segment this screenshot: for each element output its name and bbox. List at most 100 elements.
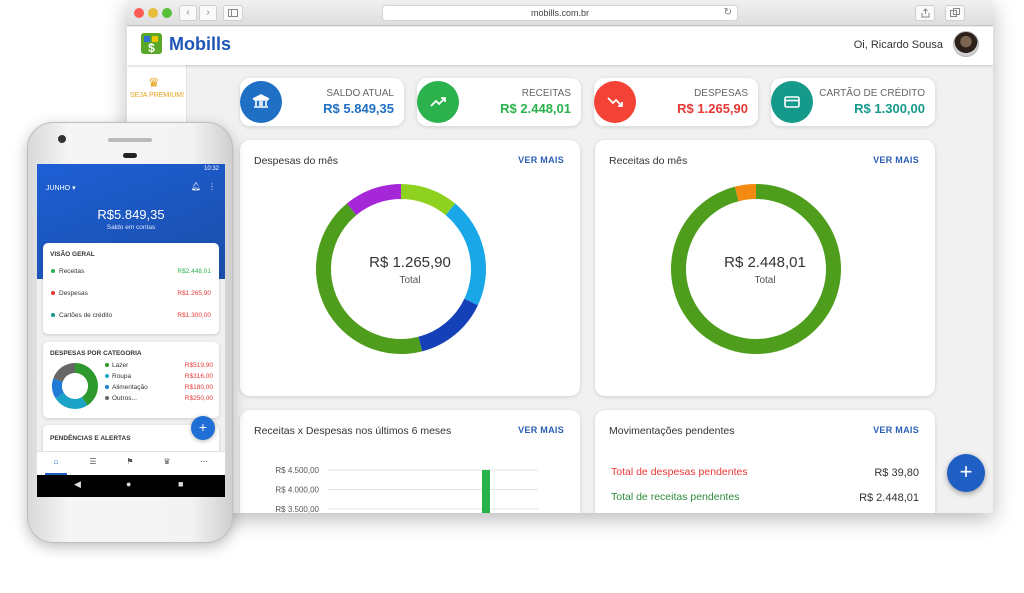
app-header: $ Mobills Oi, Ricardo Sousa xyxy=(127,27,993,65)
overview-row-receitas[interactable]: Receitas R$2.448,01 xyxy=(51,268,211,280)
donut-slice[interactable] xyxy=(346,184,401,216)
month-selector[interactable]: JUNHO ▾ xyxy=(46,185,76,192)
ver-mais-link[interactable]: VER MAIS xyxy=(873,425,919,435)
pending-expenses-label[interactable]: Total de despesas pendentes xyxy=(611,466,748,478)
tabs-icon xyxy=(950,8,960,17)
stat-card-saldo[interactable]: SALDO ATUAL R$ 5.849,35 xyxy=(240,78,404,126)
category-row[interactable]: Roupa R$316,00 xyxy=(105,373,213,383)
flag-icon[interactable]: ⚑ xyxy=(126,457,134,466)
category-row[interactable]: Outros... R$250,00 xyxy=(105,395,213,405)
reload-icon[interactable]: ↻ xyxy=(723,7,732,18)
categories-card: DESPESAS POR CATEGORIA Lazer R$519,90 Rou… xyxy=(43,342,219,418)
trending-down-icon xyxy=(594,81,636,123)
sidebar-toggle-button[interactable] xyxy=(223,5,243,21)
donut-slice[interactable] xyxy=(445,203,486,306)
phone-screen: 10:32 JUNHO ▾ 🔔︎ ⋮ R$5.849,35 Saldo em c… xyxy=(37,164,225,497)
phone-add-button[interactable]: + xyxy=(191,416,215,440)
more-vert-icon[interactable]: ⋮ xyxy=(208,182,216,191)
browser-titlebar: ‹ › mobills.com.br ↻ xyxy=(127,0,993,26)
receitas-donut-chart xyxy=(671,184,841,354)
back-icon: ‹ xyxy=(186,7,190,18)
donut-total-value: R$ 1.265,90 xyxy=(369,254,451,271)
stat-value: R$ 2.448,01 xyxy=(500,101,571,116)
donut-slice[interactable] xyxy=(316,203,423,354)
panel-title: Receitas x Despesas nos últimos 6 meses xyxy=(254,425,452,437)
premium-link[interactable]: SEJA PREMIUM! xyxy=(129,92,185,99)
add-transaction-button[interactable]: + xyxy=(947,454,985,492)
alerts-card: PENDÊNCIAS E ALERTAS xyxy=(43,425,219,455)
category-row[interactable]: Lazer R$519,90 xyxy=(105,362,213,372)
donut-slice[interactable] xyxy=(734,184,756,202)
maximize-window-button[interactable] xyxy=(162,8,172,18)
donut-slice[interactable] xyxy=(55,392,88,409)
crown-icon[interactable]: ♛ xyxy=(148,75,160,90)
minimize-window-button[interactable] xyxy=(148,8,158,18)
donut-total-label: Total xyxy=(399,275,421,286)
stat-card-cartao[interactable]: CARTÃO DE CRÉDITO R$ 1.300,00 xyxy=(771,78,935,126)
categories-title: DESPESAS POR CATEGORIA xyxy=(50,350,142,357)
overview-row-despesas[interactable]: Despesas R$1.265,90 xyxy=(51,290,211,302)
donut-total-label: Total xyxy=(754,275,776,286)
crown-icon[interactable]: ♛ xyxy=(163,457,171,466)
donut-slice[interactable] xyxy=(401,184,456,216)
despesas-panel: Despesas do mês VER MAIS R$ 1.265,90 Tot… xyxy=(240,140,580,396)
donut-slice[interactable] xyxy=(75,363,99,406)
tabs-button[interactable] xyxy=(945,5,965,21)
stat-value: R$ 1.265,90 xyxy=(677,101,748,116)
donut-slice[interactable] xyxy=(418,298,478,352)
avatar[interactable] xyxy=(953,31,979,57)
android-nav-bar: ◀ ● ■ xyxy=(37,475,225,497)
pending-income-label[interactable]: Total de receitas pendentes xyxy=(611,491,740,503)
back-button[interactable]: ‹ xyxy=(179,5,197,21)
back-triangle-icon[interactable]: ◀ xyxy=(74,479,81,489)
pending-income-value: R$ 2.448,01 xyxy=(859,492,919,504)
despesas-donut-chart xyxy=(316,184,486,354)
bar[interactable] xyxy=(482,470,490,513)
category-row[interactable]: Alimentação R$180,00 xyxy=(105,384,213,394)
chevron-down-icon: ▾ xyxy=(72,185,76,192)
stat-card-receitas[interactable]: RECEITAS R$ 2.448,01 xyxy=(417,78,581,126)
user-greeting[interactable]: Oi, Ricardo Sousa xyxy=(853,39,943,51)
receitas-panel: Receitas do mês VER MAIS R$ 2.448,01 Tot… xyxy=(595,140,935,396)
bell-icon[interactable]: 🔔︎ xyxy=(190,182,201,191)
y-tick-label: R$ 3.500,00 xyxy=(275,505,319,513)
stat-value: R$ 1.300,00 xyxy=(854,101,925,116)
brand-name: Mobills xyxy=(169,34,231,54)
panel-title: Despesas do mês xyxy=(254,155,339,167)
overview-row-cartoes[interactable]: Cartões de crédito R$1.300,00 xyxy=(51,312,211,324)
close-window-button[interactable] xyxy=(134,8,144,18)
stat-label: SALDO ATUAL xyxy=(326,88,394,99)
phone-status-time: 10:32 xyxy=(203,166,219,172)
ver-mais-link[interactable]: VER MAIS xyxy=(873,155,919,165)
donut-slice[interactable] xyxy=(53,363,75,382)
sidebar-icon xyxy=(228,9,238,17)
ver-mais-link[interactable]: VER MAIS xyxy=(518,425,564,435)
credit-card-icon xyxy=(771,81,813,123)
address-bar[interactable]: mobills.com.br ↻ xyxy=(382,5,738,21)
home-icon[interactable]: ⌂ xyxy=(53,457,59,466)
stat-label: CARTÃO DE CRÉDITO xyxy=(819,88,925,99)
pending-expenses-value: R$ 39,80 xyxy=(874,467,919,479)
stat-value: R$ 5.849,35 xyxy=(323,101,394,116)
plus-icon: + xyxy=(959,459,973,484)
mobills-logo-icon: $ xyxy=(141,33,162,54)
receitas-despesas-bar-chart: R$ 4.500,00 R$ 4.000,00 R$ 3.500,00 xyxy=(275,466,538,513)
speaker xyxy=(108,138,152,142)
forward-button[interactable]: › xyxy=(199,5,217,21)
home-circle-icon[interactable]: ● xyxy=(126,479,132,489)
stat-card-despesas[interactable]: DESPESAS R$ 1.265,90 xyxy=(594,78,758,126)
donut-slice[interactable] xyxy=(52,378,65,399)
ver-mais-link[interactable]: VER MAIS xyxy=(518,155,564,165)
url-text: mobills.com.br xyxy=(530,8,589,18)
camera xyxy=(58,135,66,143)
more-horiz-icon[interactable]: ⋯ xyxy=(200,457,208,466)
panel-title: Receitas do mês xyxy=(609,155,688,167)
phone-balance-label: Saldo em contas xyxy=(106,224,156,231)
list-icon[interactable]: ☰ xyxy=(89,457,97,466)
browser-window: ‹ › mobills.com.br ↻ $ Mobills Oi, Ricar… xyxy=(127,0,993,513)
pendentes-panel: Movimentações pendentes VER MAIS Total d… xyxy=(595,410,935,513)
share-button[interactable] xyxy=(915,5,935,21)
sensor xyxy=(123,153,137,158)
recents-square-icon[interactable]: ■ xyxy=(178,479,184,489)
phone-balance: R$5.849,35 xyxy=(97,207,165,222)
